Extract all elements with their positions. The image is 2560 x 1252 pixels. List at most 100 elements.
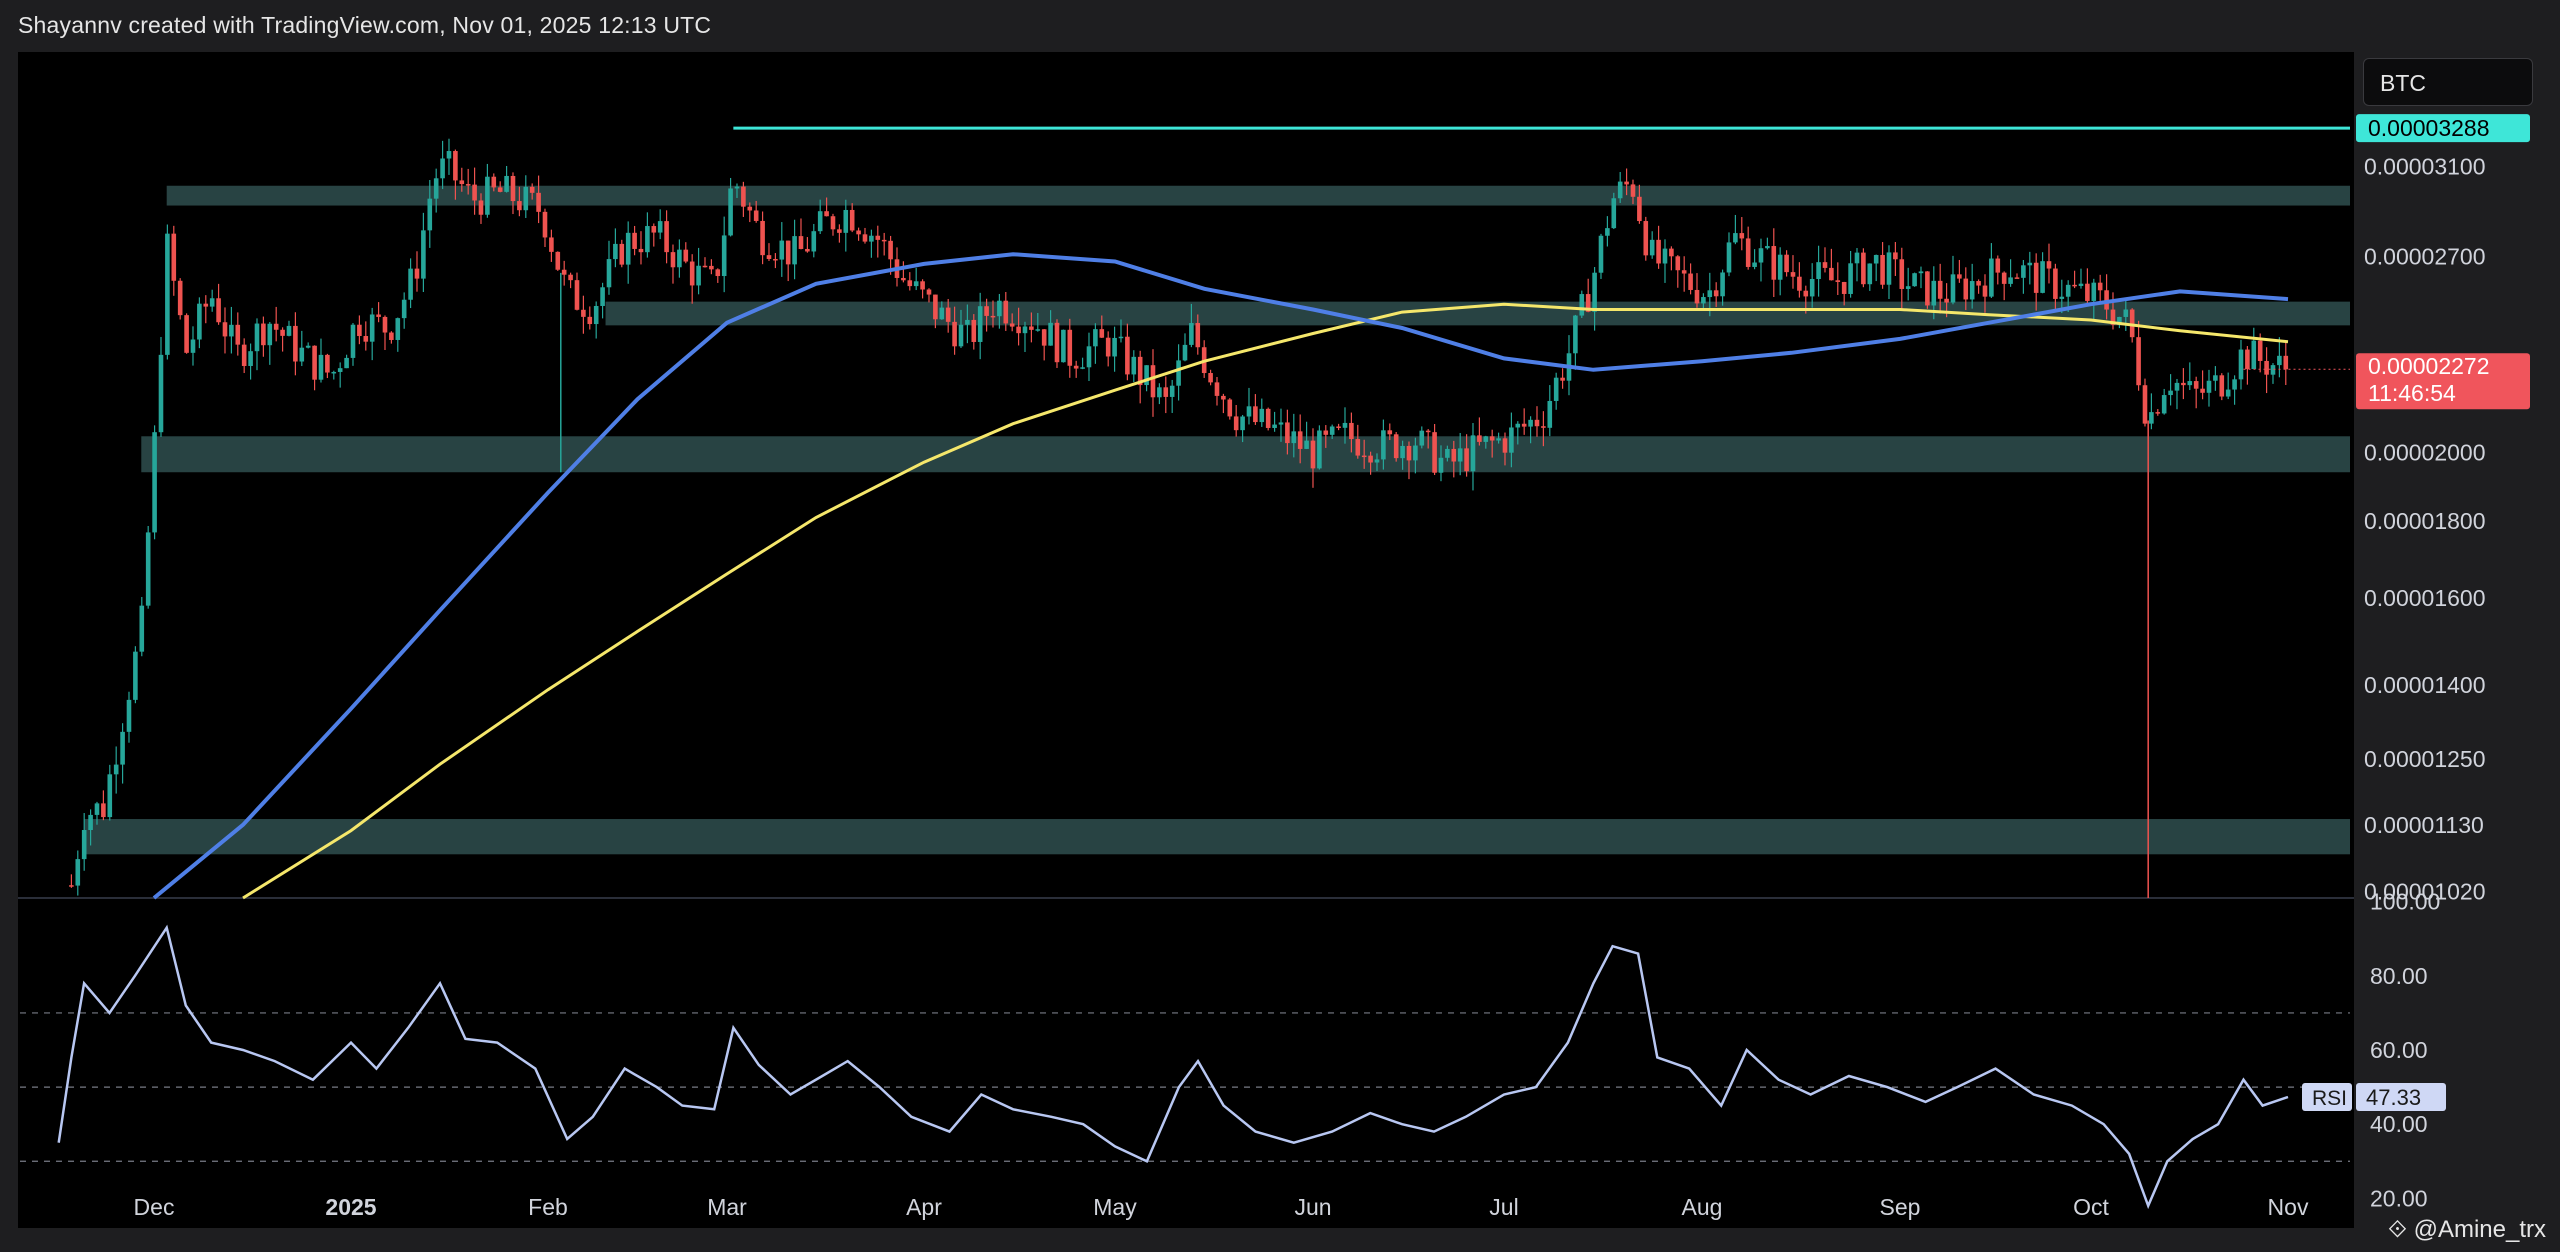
candle-body (632, 232, 637, 249)
candle-body (1611, 198, 1617, 229)
candle-body (805, 248, 810, 252)
candle-body (638, 248, 644, 253)
candle-body (133, 651, 138, 700)
price-tick-label: 0.00001800 (2364, 508, 2486, 534)
candle-body (75, 859, 81, 886)
candle-body (869, 235, 874, 242)
candle-body (1061, 329, 1066, 363)
candle-body (888, 240, 893, 260)
candle-body (81, 830, 87, 860)
candle-body (504, 175, 509, 192)
candle-body (1560, 377, 1565, 381)
candle-body (1745, 238, 1751, 267)
candle-body (337, 368, 343, 372)
support-resistance-zones (84, 185, 2351, 855)
candle-body (1349, 422, 1354, 440)
candle-body (344, 357, 349, 369)
candle-body (2104, 290, 2109, 310)
candle-body (1489, 436, 1495, 441)
candle-body (1272, 424, 1277, 428)
candle-body (1739, 233, 1745, 239)
current-price-countdown: 11:46:54 (2368, 380, 2456, 406)
candle-body (299, 347, 305, 362)
candle-body (2161, 395, 2167, 414)
candle-body (2129, 309, 2135, 338)
candle-body (1777, 254, 1783, 280)
candle-body (773, 258, 778, 261)
candle-body (1630, 184, 1636, 197)
candle-body (2123, 309, 2129, 317)
candle-body (600, 287, 605, 306)
candle-body (1534, 419, 1540, 427)
candle-body (1701, 297, 1706, 304)
candle-body (414, 268, 420, 279)
candle-body (305, 345, 311, 348)
candle-body (165, 233, 170, 355)
candle-body (1137, 356, 1143, 386)
candle-body (619, 243, 625, 265)
candle-body (843, 209, 849, 233)
candle-body (2264, 360, 2269, 375)
candle-body (446, 151, 452, 159)
candle-body (517, 201, 522, 211)
candle-body (1445, 448, 1450, 458)
candle-body (2181, 382, 2186, 386)
time-tick-label: Sep (1880, 1194, 1921, 1220)
time-tick-label: Oct (2073, 1194, 2109, 1220)
candle-body (1809, 278, 1815, 297)
candle-body (1355, 439, 1361, 456)
rsi-name-tag (2302, 1083, 2352, 1112)
candle-body (1470, 435, 1476, 472)
time-tick-label: Dec (134, 1194, 175, 1220)
candle-body (1297, 431, 1303, 449)
candle-body (849, 209, 855, 231)
candle-body (401, 299, 407, 319)
time-tick-label: Nov (2268, 1194, 2309, 1220)
time-tick-label: 2025 (325, 1194, 376, 1220)
candle-body (651, 226, 657, 233)
candle-body (1989, 258, 1994, 297)
candle-body (139, 605, 145, 652)
candle-body (241, 344, 247, 366)
candle-body (1957, 274, 1962, 279)
candle-body (1477, 435, 1482, 442)
rsi-tick-label: 80.00 (2370, 963, 2428, 989)
candle-body (1169, 385, 1175, 397)
candle-body (2085, 283, 2090, 301)
candle-body (2136, 337, 2141, 386)
candle-body (2187, 381, 2193, 386)
candle-body (1099, 329, 1105, 338)
candle-body (1681, 270, 1687, 274)
candle-body (2040, 261, 2045, 293)
candle-body (465, 184, 471, 186)
candle-body (1163, 387, 1169, 397)
zone-2 (605, 301, 2351, 326)
candle-body (2014, 277, 2020, 279)
time-tick-label: Aug (1682, 1194, 1723, 1220)
zone-3 (141, 436, 2351, 473)
candle-body (581, 309, 586, 317)
candle-body (1368, 455, 1373, 463)
rsi-name-label: RSI (2312, 1087, 2347, 1110)
time-tick-label: Jun (1294, 1194, 1331, 1220)
candle-body (2277, 355, 2282, 366)
candle-body (689, 261, 695, 286)
rsi-tick-label: 60.00 (2370, 1037, 2428, 1063)
candle-body (817, 211, 823, 232)
candle-body (1662, 248, 1668, 264)
candle-body (1656, 239, 1661, 264)
candle-body (491, 176, 497, 188)
candle-body (958, 324, 964, 347)
symbol-legend[interactable]: BTC (2363, 58, 2533, 106)
candle-body (459, 180, 465, 185)
candle-body (88, 814, 93, 831)
time-axis: Dec 2025 Feb Mar Apr May Jun Jul Aug Sep Oct Nov (134, 1194, 2309, 1220)
candle-body (1393, 434, 1399, 459)
candle-body (152, 432, 157, 533)
candle-body (1118, 336, 1124, 339)
candle-body (862, 234, 868, 242)
resistance-line: 0.00003288 (733, 114, 2530, 143)
candle-body (254, 323, 260, 352)
